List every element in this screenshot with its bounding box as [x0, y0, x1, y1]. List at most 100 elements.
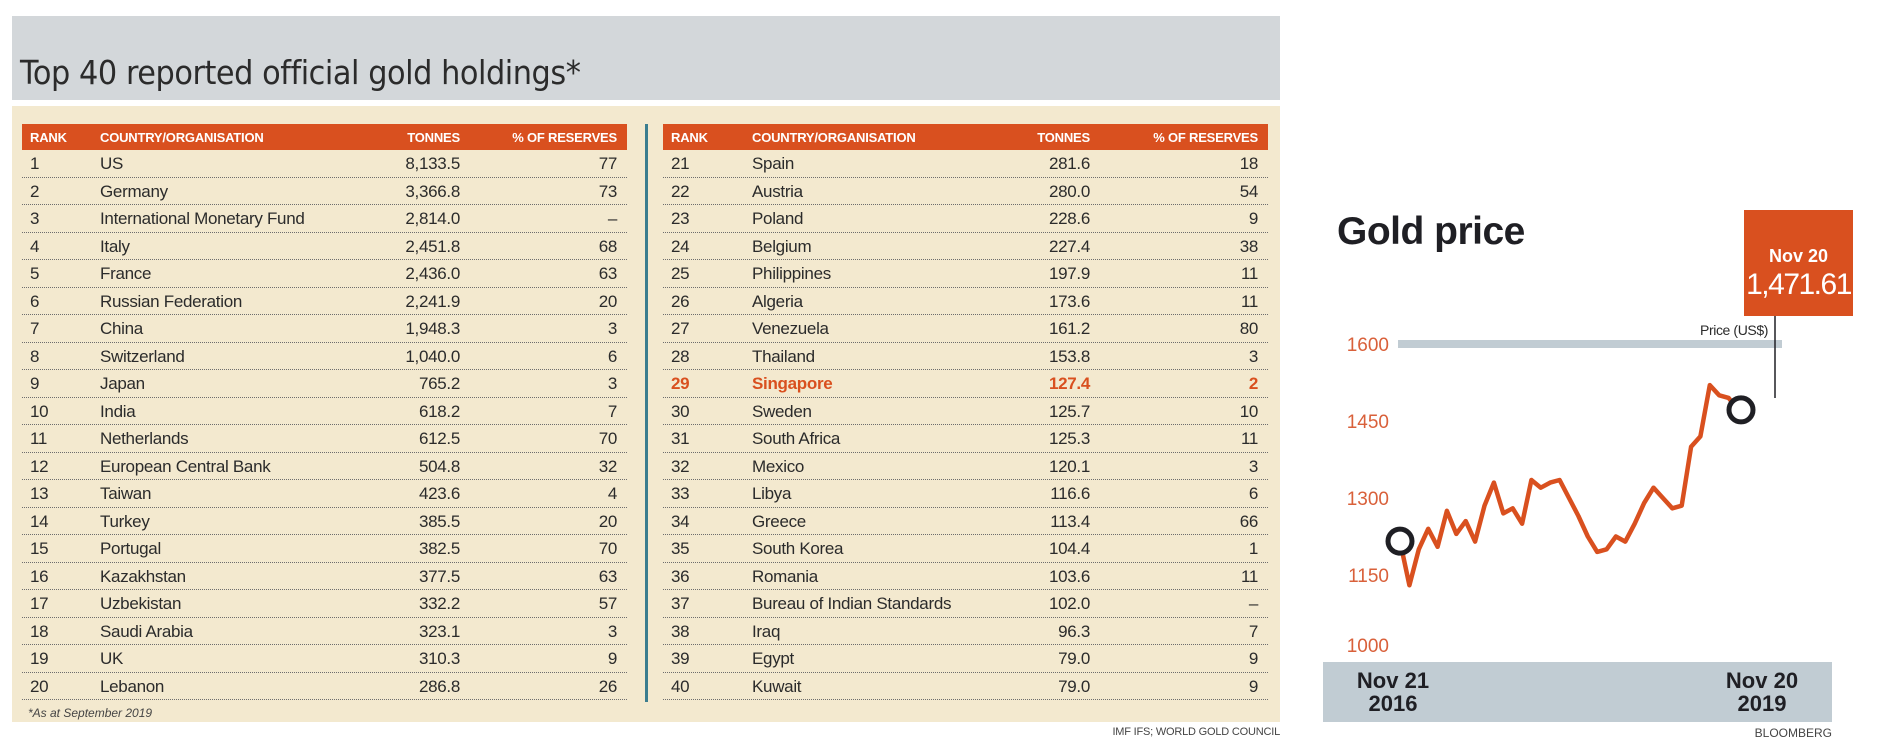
rank-cell: 29	[671, 374, 690, 393]
rank-cell: 35	[671, 539, 690, 558]
rank-cell: 24	[671, 236, 690, 256]
rank-cell: 27	[671, 319, 690, 338]
pct-cell: 20	[598, 291, 618, 311]
tonnes-cell: 113.4	[1050, 511, 1090, 531]
country-cell: Iraq	[752, 621, 781, 641]
pct-cell: 54	[1239, 181, 1259, 201]
tonnes-cell: 120.1	[1048, 456, 1090, 476]
table-row: 23 Poland 228.6 9	[663, 205, 1268, 233]
y-tick-label: 1450	[1347, 412, 1389, 433]
country-cell: South Korea	[752, 539, 844, 558]
pct-cell: 3	[607, 621, 617, 641]
tonnes-cell: 3,366.8	[405, 181, 460, 201]
rank-cell: 1	[30, 154, 40, 173]
pct-cell: 80	[1239, 319, 1259, 338]
pct-cell: 11	[1240, 429, 1258, 448]
rank-cell: 12	[30, 456, 49, 476]
y-tick-label: 1000	[1347, 636, 1389, 657]
tonnes-cell: 280.0	[1048, 181, 1090, 201]
rank-cell: 38	[671, 621, 690, 641]
tonnes-cell: 332.2	[418, 594, 460, 613]
tonnes-cell: 423.6	[418, 484, 460, 503]
header-tonnes: TONNES	[407, 130, 460, 145]
table-row: 2 Germany 3,366.8 73	[22, 178, 627, 205]
tonnes-cell: 79.0	[1058, 649, 1090, 668]
footnote: *As at September 2019	[28, 706, 153, 720]
pct-cell: 11	[1240, 566, 1258, 586]
pct-cell: 4	[607, 484, 617, 503]
rank-cell: 15	[30, 539, 49, 558]
title-band: Top 40 reported official gold holdings*	[12, 16, 1280, 100]
tonnes-cell: 104.4	[1048, 539, 1090, 558]
rank-cell: 32	[671, 456, 690, 476]
table-row: 10 India 618.2 7	[22, 398, 627, 425]
rank-cell: 25	[671, 264, 690, 283]
y-axis-label: Price (US$)	[1700, 322, 1768, 338]
rank-cell: 30	[671, 401, 690, 421]
rank-cell: 22	[671, 181, 690, 201]
country-cell: Turkey	[100, 511, 150, 531]
table-row: 38 Iraq 96.3 7	[663, 618, 1268, 645]
tonnes-cell: 96.3	[1058, 621, 1090, 641]
y-tick-label: 1600	[1347, 335, 1389, 356]
country-cell: Lebanon	[100, 676, 165, 696]
table-row: 39 Egypt 79.0 9	[663, 645, 1268, 673]
pct-cell: 9	[1248, 649, 1258, 668]
holdings-source: IMF IFS; WORLD GOLD COUNCIL	[1112, 726, 1280, 738]
rank-cell: 33	[671, 484, 690, 503]
tonnes-cell: 2,241.9	[405, 291, 460, 311]
rank-cell: 2	[30, 181, 40, 201]
rank-cell: 3	[30, 209, 40, 228]
pct-cell: 9	[1248, 676, 1258, 696]
country-cell: Belgium	[752, 236, 812, 256]
table-header: RANK COUNTRY/ORGANISATION TONNES % OF RE…	[663, 124, 1268, 150]
tonnes-cell: 377.5	[418, 566, 460, 586]
rank-cell: 34	[671, 511, 690, 531]
table-row: 31 South Africa 125.3 11	[663, 425, 1268, 453]
table-row: 6 Russian Federation 2,241.9 20	[22, 288, 627, 315]
country-cell: Greece	[752, 511, 806, 531]
country-cell: Germany	[100, 181, 168, 201]
x-tick-label: 2016	[1369, 691, 1418, 716]
country-cell: Saudi Arabia	[100, 621, 193, 641]
end-marker	[1726, 395, 1756, 425]
callout-date: Nov 20	[1768, 246, 1829, 266]
table-row: 7 China 1,948.3 3	[22, 315, 627, 343]
table-row: 20 Lebanon 286.8 26	[22, 673, 627, 700]
country-cell: South Africa	[752, 429, 841, 448]
country-cell: China	[100, 319, 143, 338]
tonnes-cell: 765.2	[418, 374, 460, 393]
table-row: 18 Saudi Arabia 323.1 3	[22, 618, 627, 645]
header-pct-reserves: % OF RESERVES	[1153, 130, 1258, 145]
table-row: 35 South Korea 104.4 1	[663, 535, 1268, 563]
tonnes-cell: 125.3	[1048, 429, 1090, 448]
tonnes-cell: 281.6	[1048, 154, 1090, 173]
tonnes-cell: 504.8	[418, 456, 460, 476]
table-row: 14 Turkey 385.5 20	[22, 508, 627, 535]
pct-cell: 20	[598, 511, 618, 531]
table-row: 8 Switzerland 1,040.0 6	[22, 343, 627, 370]
country-cell: Egypt	[752, 649, 794, 668]
rank-cell: 39	[671, 649, 690, 668]
tonnes-cell: 127.4	[1048, 374, 1090, 393]
pct-cell: 68	[598, 236, 618, 256]
country-cell: International Monetary Fund	[100, 209, 305, 228]
tonnes-cell: 2,436.0	[405, 264, 460, 283]
country-cell: Italy	[100, 236, 130, 256]
pct-cell: –	[1248, 594, 1258, 613]
y-tick-label: 1300	[1347, 489, 1389, 510]
table-body: 21 Spain 281.6 18 22 Austria 280.0 54 23 Poland 22…	[663, 150, 1268, 700]
table-divider	[645, 124, 648, 702]
header-country: COUNTRY/ORGANISATION	[752, 130, 916, 145]
x-tick-label: Nov 21	[1357, 668, 1429, 693]
country-cell: Portugal	[100, 539, 161, 558]
pct-cell: 2	[1248, 374, 1258, 393]
country-cell: Philippines	[752, 264, 831, 283]
pct-cell: 66	[1239, 511, 1259, 531]
tonnes-cell: 382.5	[418, 539, 460, 558]
tonnes-cell: 228.6	[1048, 209, 1090, 228]
table-row: 1 US 8,133.5 77	[22, 150, 627, 178]
table-row: 3 International Monetary Fund 2,814.0 –	[22, 205, 627, 233]
tonnes-cell: 2,814.0	[405, 209, 460, 228]
